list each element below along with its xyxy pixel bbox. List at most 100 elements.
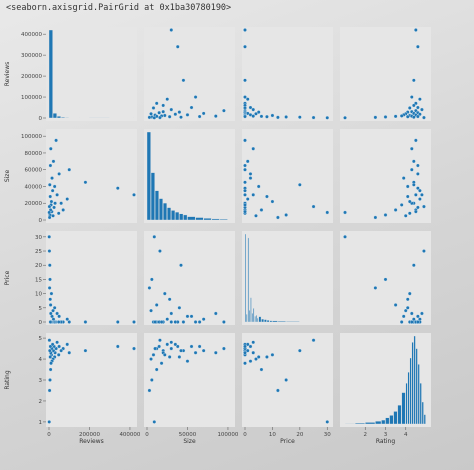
scatter-point [414,138,418,143]
x-tick-label: 30 [324,432,331,438]
scatter-point [251,114,256,118]
x-tick-label: 4 [404,432,408,438]
panel-rating-vs-rating [340,333,431,427]
y-tick-label: 2 [39,399,43,405]
x-tick-label: 400000 [119,432,140,438]
scatter-point [47,249,52,253]
y-tick-label: 80000 [25,151,43,157]
scatter-point [177,355,182,359]
scatter-point [411,103,416,108]
scatter-point [248,344,253,349]
scatter-point [173,320,178,324]
scatter-point [56,211,61,216]
histogram-bar [195,217,204,221]
histogram-bar [261,318,264,323]
scatter-point [185,314,190,319]
y-tick-label: 5 [39,306,43,312]
histogram-bar [401,392,406,425]
scatter-point [181,320,186,324]
scatter-point [65,342,70,347]
scatter-point [151,353,156,357]
histogram-bar [244,233,247,323]
panel-background [242,231,333,325]
x-tick-label: 10 [269,432,276,438]
panel-price-vs-price [242,231,333,325]
histogram-bar [419,382,422,425]
scatter-point [83,180,88,185]
scatter-point [405,114,410,119]
scatter-point [245,97,250,101]
scatter-point [197,320,202,324]
panel-background [340,129,431,223]
scatter-point [416,44,420,49]
scatter-point [373,115,378,120]
scatter-point [407,291,412,296]
scatter-point [311,204,316,209]
scatter-point [420,107,424,112]
histogram-bar [211,218,220,221]
scatter-point [407,106,412,110]
scatter-point [420,193,424,197]
scatter-point [154,303,159,307]
scatter-point [154,367,159,372]
x-axis-label: Price [280,438,295,445]
scatter-point [401,176,406,180]
scatter-point [115,320,120,324]
histogram-bar [413,335,416,425]
scatter-point [173,112,178,117]
scatter-point [49,361,53,366]
scatter-point [276,115,280,120]
scatter-point [248,359,253,363]
scatter-point [165,317,170,322]
scatter-point [325,420,330,424]
histogram-bar [415,348,418,425]
scatter-point [48,194,53,199]
scatter-point [418,197,422,201]
y-tick-label: 3 [39,378,43,384]
scatter-point [401,314,406,319]
panel-background [144,231,235,325]
scatter-point [167,114,172,119]
scatter-point [189,105,194,110]
scatter-point [243,350,247,355]
y-tick-label: 4 [39,357,43,363]
scatter-point [158,249,162,253]
scatter-point [297,348,302,353]
histogram-bar [56,116,61,119]
histogram-bar [175,211,180,221]
histogram-bar [187,216,196,221]
y-tick-label: 200000 [21,74,42,80]
scatter-point [256,355,261,359]
scatter-point [311,338,316,343]
panel-reviews-vs-rating [340,27,431,121]
x-tick-label: 200000 [79,432,100,438]
scatter-point [284,213,288,217]
scatter-point [55,340,59,345]
scatter-point [48,320,53,324]
scatter-point [213,350,218,355]
scatter-point [243,203,247,207]
scatter-point [48,146,53,151]
scatter-point [47,348,52,353]
histogram-bar [183,214,188,221]
y-axis-label: Size [4,170,11,183]
scatter-point [222,108,226,113]
histogram-bar [269,320,273,323]
scatter-point [150,277,154,282]
scatter-point [383,213,388,217]
scatter-point [147,286,152,290]
y-axis-label: Reviews [4,62,11,87]
scatter-point [407,211,412,216]
scatter-point [115,186,120,191]
y-tick-label: 1 [39,420,43,426]
scatter-point [201,348,206,353]
y-tick-label: 10 [35,292,42,298]
histogram-bar [248,310,251,323]
histogram-bar [409,357,412,425]
scatter-point [175,44,180,49]
scatter-point [48,297,53,302]
scatter-point [416,320,420,324]
panel-background [144,333,235,427]
scatter-point [409,311,414,316]
scatter-point [189,344,194,349]
